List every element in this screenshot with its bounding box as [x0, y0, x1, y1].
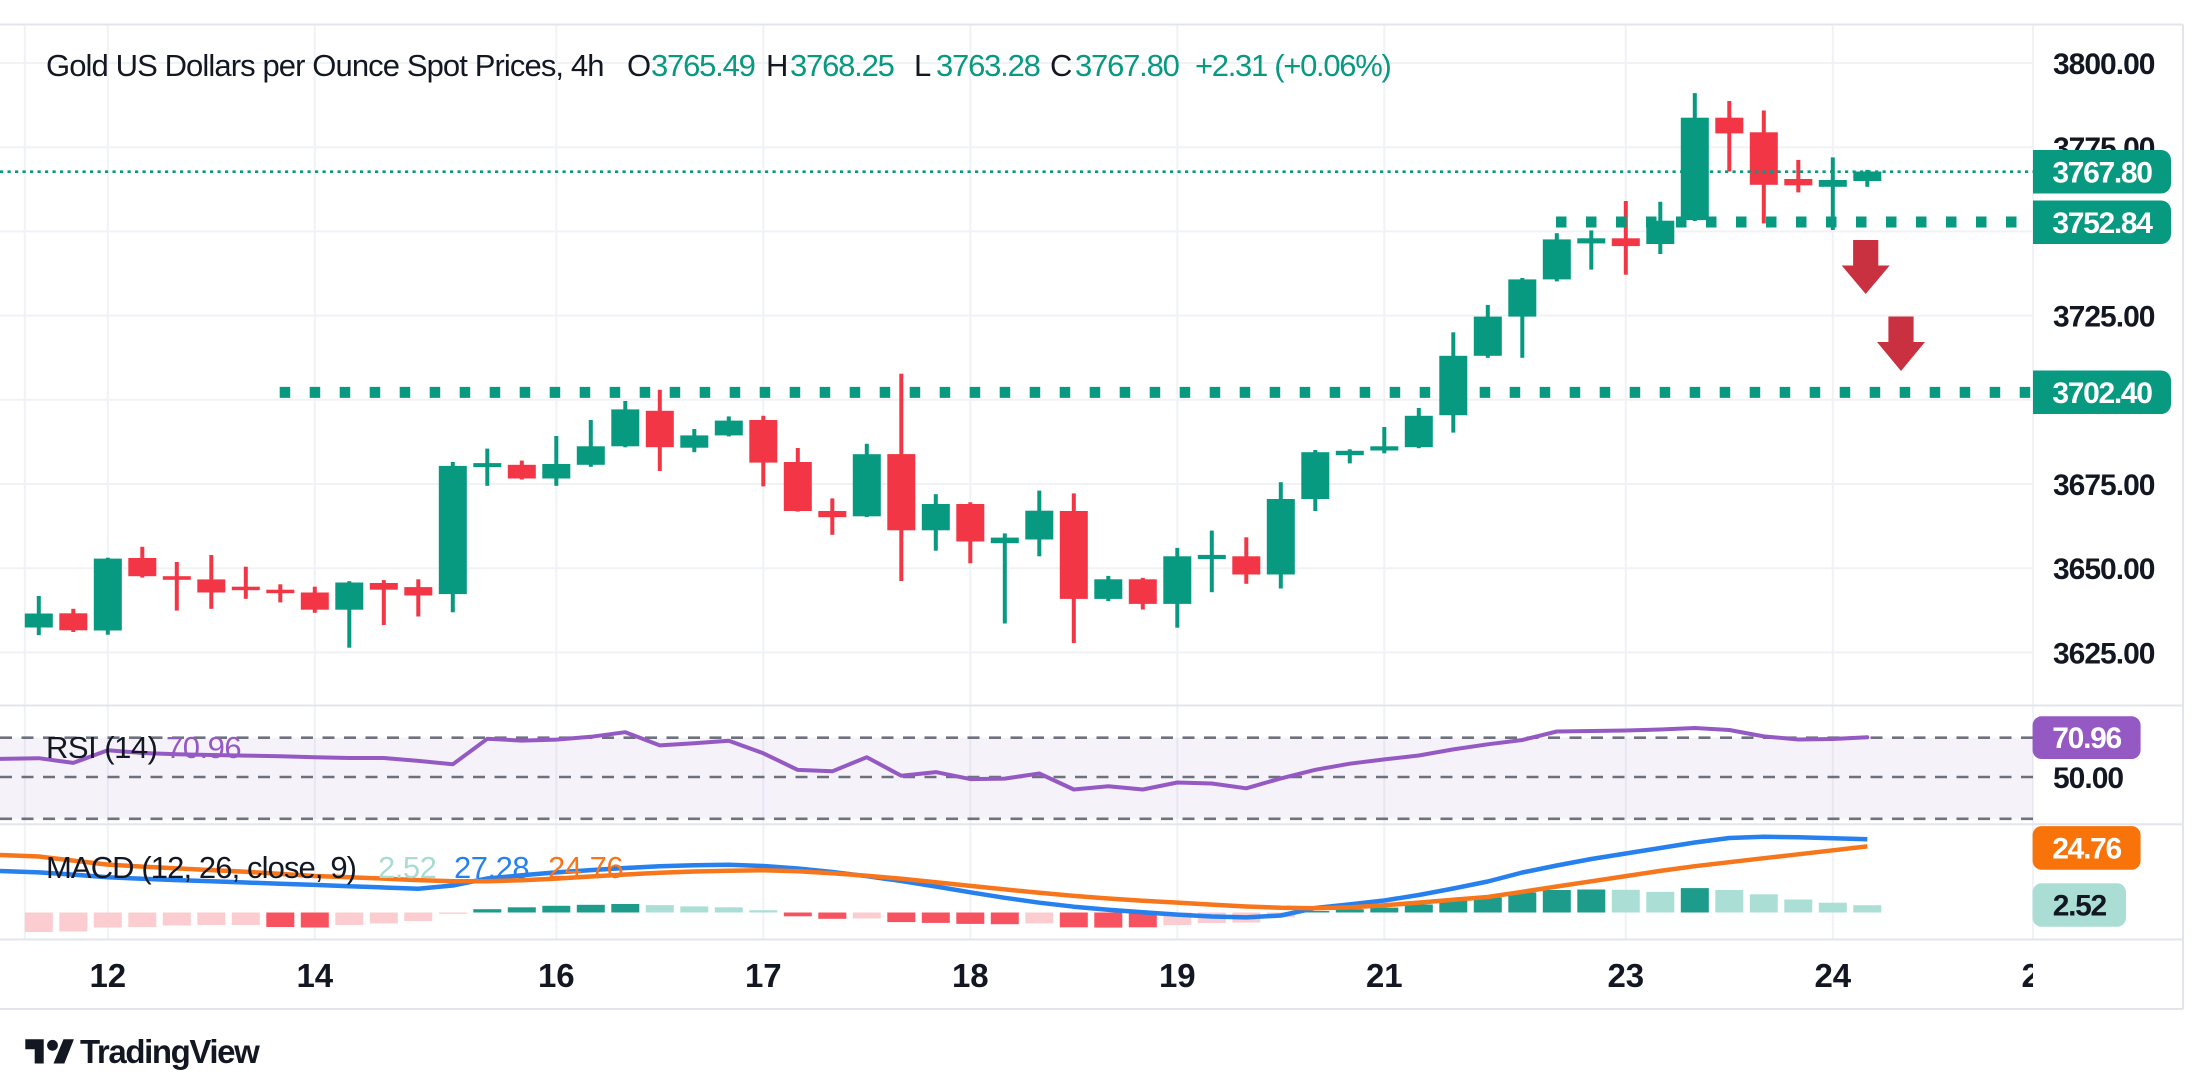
svg-text:19: 19: [1159, 957, 1196, 994]
svg-text:24.76: 24.76: [2052, 832, 2121, 865]
svg-text:3767.80: 3767.80: [2052, 156, 2152, 189]
svg-text:3725.00: 3725.00: [2053, 301, 2155, 334]
svg-text:25: 25: [2021, 957, 2058, 994]
svg-text:70.96: 70.96: [2052, 722, 2121, 755]
svg-text:3650.00: 3650.00: [2053, 553, 2155, 586]
svg-text:14: 14: [296, 957, 333, 994]
svg-text:18: 18: [952, 957, 989, 994]
svg-text:3765.49: 3765.49: [651, 48, 755, 83]
svg-text:2.52: 2.52: [2053, 890, 2107, 923]
svg-text:TradingView: TradingView: [80, 1033, 260, 1070]
svg-text:O: O: [627, 48, 651, 83]
svg-text:70.96: 70.96: [166, 730, 241, 765]
svg-text:24.76: 24.76: [548, 850, 623, 885]
svg-text:+2.31 (+0.06%): +2.31 (+0.06%): [1195, 48, 1391, 83]
svg-text:3800.00: 3800.00: [2053, 48, 2155, 81]
svg-text:3768.25: 3768.25: [790, 48, 894, 83]
svg-text:RSI (14): RSI (14): [46, 730, 157, 765]
svg-text:23: 23: [1607, 957, 1644, 994]
svg-text:27.28: 27.28: [454, 850, 529, 885]
svg-text:24: 24: [1814, 957, 1851, 994]
svg-text:3702.40: 3702.40: [2052, 377, 2152, 410]
svg-text:Gold US Dollars per Ounce Spot: Gold US Dollars per Ounce Spot Prices, 4…: [46, 48, 604, 83]
svg-text:MACD (12, 26, close, 9): MACD (12, 26, close, 9): [46, 850, 356, 885]
svg-text:16: 16: [538, 957, 575, 994]
svg-text:3767.80: 3767.80: [1075, 48, 1180, 83]
svg-text:3625.00: 3625.00: [2053, 637, 2155, 670]
svg-text:3675.00: 3675.00: [2053, 469, 2155, 502]
svg-text:50.00: 50.00: [2053, 762, 2123, 795]
svg-text:3763.28: 3763.28: [936, 48, 1040, 83]
svg-text:3752.84: 3752.84: [2052, 207, 2153, 240]
svg-text:2.52: 2.52: [378, 850, 436, 885]
svg-text:C: C: [1050, 48, 1072, 83]
svg-text:H: H: [766, 48, 788, 83]
svg-text:L: L: [914, 48, 931, 83]
svg-text:17: 17: [745, 957, 782, 994]
svg-text:21: 21: [1366, 957, 1403, 994]
svg-text:12: 12: [89, 957, 126, 994]
